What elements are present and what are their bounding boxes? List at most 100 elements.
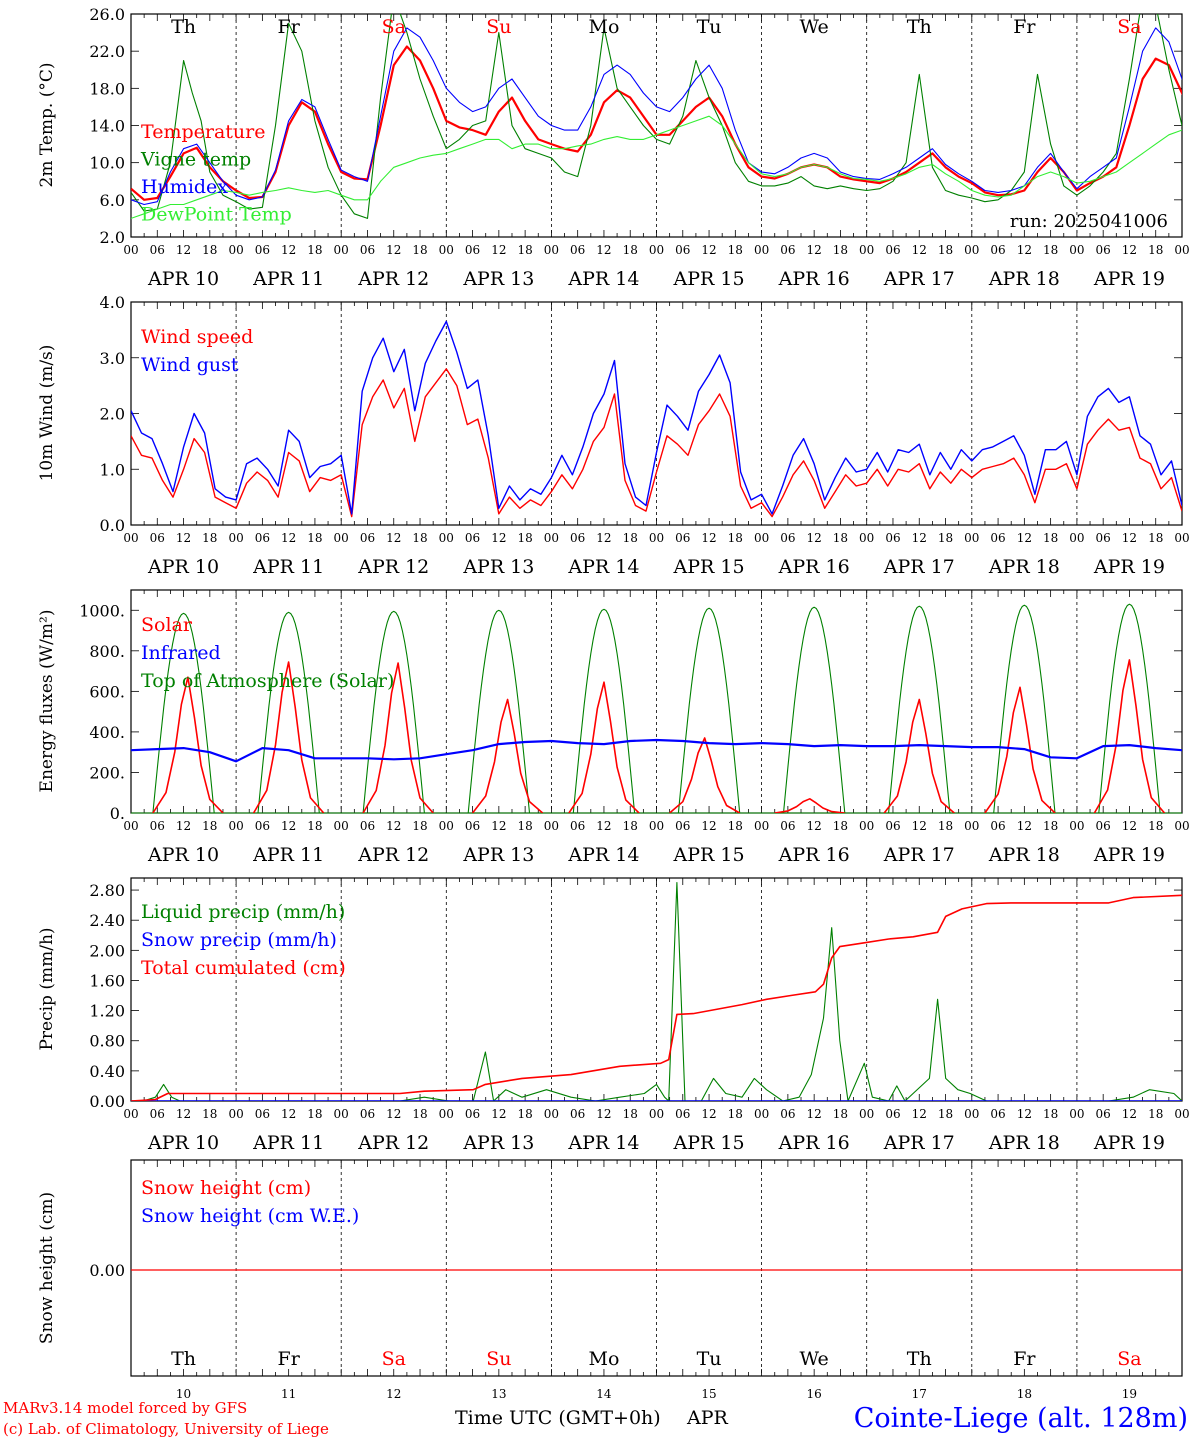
day-number-label: 17 [912, 1387, 927, 1401]
hour-tick-label: 00 [334, 243, 349, 257]
hour-tick-label: 06 [465, 1107, 480, 1121]
y-tick-label: 14.0 [89, 117, 125, 136]
hour-tick-label: 06 [465, 531, 480, 545]
hour-tick-label: 18 [833, 1107, 848, 1121]
day-label: APR 18 [988, 556, 1060, 578]
hour-tick-label: 18 [1148, 819, 1163, 833]
x-axis-month: APR [686, 1407, 729, 1429]
hour-tick-label: 12 [807, 243, 822, 257]
toa-solar-curve [674, 607, 745, 813]
y-tick-label: 4.0 [100, 293, 125, 312]
temperature-series-line [131, 45, 1182, 201]
hour-tick-label: 00 [1174, 243, 1189, 257]
hour-tick-label: 00 [544, 819, 559, 833]
day-number-label: 16 [807, 1387, 822, 1401]
toa-solar-curve [568, 608, 639, 813]
day-label: APR 14 [567, 844, 639, 866]
y-tick-label: 800. [89, 642, 125, 661]
hour-tick-label: 12 [701, 819, 716, 833]
y-axis-label: Precip (mm/h) [37, 927, 57, 1050]
hour-tick-label: 18 [833, 819, 848, 833]
toa-solar-curve [358, 610, 429, 813]
solar-curve [984, 686, 1056, 813]
hour-tick-label: 18 [517, 531, 532, 545]
weekday-label: Mo [588, 16, 619, 38]
hour-tick-label: 12 [912, 531, 927, 545]
legend-entry: Snow precip (mm/h) [141, 929, 337, 951]
hour-tick-label: 06 [675, 243, 690, 257]
day-label: APR 19 [1093, 1132, 1165, 1154]
hour-tick-label: 00 [964, 531, 979, 545]
day-label: APR 14 [567, 268, 639, 290]
hour-tick-label: 06 [1096, 243, 1111, 257]
toa-solar-curve [779, 606, 850, 813]
hour-tick-label: 00 [1069, 819, 1084, 833]
day-label: APR 13 [462, 268, 534, 290]
hour-tick-label: 12 [386, 819, 401, 833]
day-number-label: 18 [1017, 1387, 1032, 1401]
toa-solar-curve [148, 612, 219, 813]
hour-tick-label: 06 [570, 819, 585, 833]
hour-tick-label: 18 [202, 531, 217, 545]
day-label: APR 11 [252, 844, 324, 866]
hour-tick-label: 00 [1174, 531, 1189, 545]
solar-curve [883, 698, 955, 813]
y-tick-label: 600. [89, 682, 125, 701]
hour-tick-label: 00 [544, 531, 559, 545]
panel-frame [130, 589, 1183, 814]
day-label: APR 17 [883, 268, 955, 290]
hour-tick-label: 12 [1017, 531, 1032, 545]
solar-curve [1093, 659, 1166, 813]
day-number-label: 14 [596, 1387, 612, 1401]
solar-curve [568, 681, 640, 813]
hour-tick-label: 06 [885, 243, 900, 257]
weekday-label: Sa [382, 16, 406, 38]
hour-tick-label: 18 [307, 531, 322, 545]
day-label: APR 14 [567, 1132, 639, 1154]
hour-tick-label: 06 [255, 531, 270, 545]
day-label: APR 17 [883, 556, 955, 578]
day-label: APR 19 [1093, 268, 1165, 290]
lab-credit: (c) Lab. of Climatology, University of L… [3, 1420, 329, 1438]
weekday-label: Mo [588, 1348, 619, 1370]
day-number-label: 10 [176, 1387, 191, 1401]
hour-tick-label: 00 [334, 819, 349, 833]
hour-tick-label: 18 [307, 243, 322, 257]
legend-entry: DewPoint Temp [141, 204, 292, 226]
hour-tick-label: 00 [1174, 819, 1189, 833]
y-tick-label: 2.40 [89, 911, 125, 930]
hour-tick-label: 00 [1069, 1107, 1084, 1121]
legend-entry: Wind speed [141, 326, 253, 348]
legend-entry: Snow height (cm) [141, 1177, 311, 1199]
y-tick-label: 0.40 [89, 1062, 125, 1081]
hour-tick-label: 00 [123, 531, 138, 545]
day-label: APR 16 [778, 556, 850, 578]
hour-tick-label: 06 [780, 531, 795, 545]
hour-tick-label: 12 [596, 243, 611, 257]
weekday-label: Fr [278, 1348, 301, 1370]
infrared-line [131, 738, 1182, 763]
hour-tick-label: 06 [1096, 531, 1111, 545]
weekday-label: Th [171, 16, 196, 38]
panel-frame [130, 301, 1183, 526]
weekday-label: Fr [1013, 1348, 1036, 1370]
hour-tick-label: 00 [859, 531, 874, 545]
hour-tick-label: 00 [544, 1107, 559, 1121]
hour-tick-label: 06 [360, 819, 375, 833]
y-tick-label: 1.20 [89, 1002, 125, 1021]
hour-tick-label: 18 [623, 1107, 638, 1121]
legend-entry: Top of Atmosphere (Solar) [141, 670, 394, 692]
hour-tick-label: 18 [728, 243, 743, 257]
y-tick-label: 0.00 [89, 1092, 125, 1111]
day-label: APR 12 [357, 556, 429, 578]
hour-tick-label: 06 [150, 531, 165, 545]
day-label: APR 15 [673, 556, 745, 578]
hour-tick-label: 12 [1122, 243, 1137, 257]
model-credit: MARv3.14 model forced by GFS [3, 1399, 247, 1417]
hour-tick-label: 06 [360, 1107, 375, 1121]
hour-tick-label: 18 [517, 1107, 532, 1121]
day-label: APR 15 [673, 1132, 745, 1154]
hour-tick-label: 06 [150, 1107, 165, 1121]
hour-tick-label: 00 [123, 243, 138, 257]
hour-tick-label: 00 [544, 243, 559, 257]
